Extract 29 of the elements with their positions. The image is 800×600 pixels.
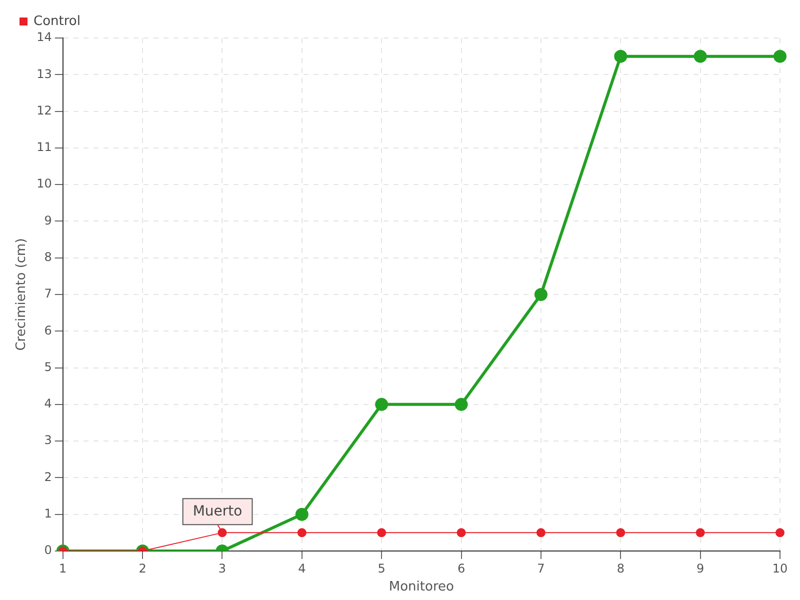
y-tick-label: 10: [36, 176, 52, 191]
x-tick-label: 6: [457, 561, 466, 576]
annotation: Muerto: [192, 503, 242, 520]
y-tick-label: 11: [36, 140, 52, 154]
x-tick-label: 4: [298, 561, 306, 576]
y-tick-label: 2: [44, 470, 52, 484]
y-tick-label: 6: [44, 323, 52, 338]
x-tick-label: 8: [616, 561, 624, 576]
x-tick-label: 9: [696, 561, 704, 576]
y-tick-label: 1: [44, 506, 52, 520]
y-tick-label: 4: [44, 396, 52, 411]
legend-label: Control: [34, 14, 80, 29]
x-tick-label: 3: [218, 561, 226, 576]
x-tick-label: 7: [537, 561, 545, 576]
y-axis-title: Crecimiento (cm): [14, 238, 30, 351]
y-tick-label: 13: [36, 66, 52, 81]
x-tick-label: 2: [138, 561, 146, 576]
y-tick-label: 0: [44, 543, 52, 558]
y-tick-label: 12: [36, 103, 52, 118]
x-tick-label: 10: [772, 561, 788, 576]
y-tick-label: 7: [44, 286, 52, 301]
y-tick-label: 5: [44, 360, 52, 374]
y-tick-label: 9: [44, 213, 52, 228]
x-tick-label: 1: [59, 561, 67, 576]
x-axis-title: Monitoreo: [388, 580, 454, 595]
y-tick-label: 14: [36, 30, 52, 44]
y-tick-label: 3: [44, 433, 52, 448]
y-tick-label: 8: [44, 250, 52, 264]
x-tick-label: 5: [378, 561, 386, 576]
